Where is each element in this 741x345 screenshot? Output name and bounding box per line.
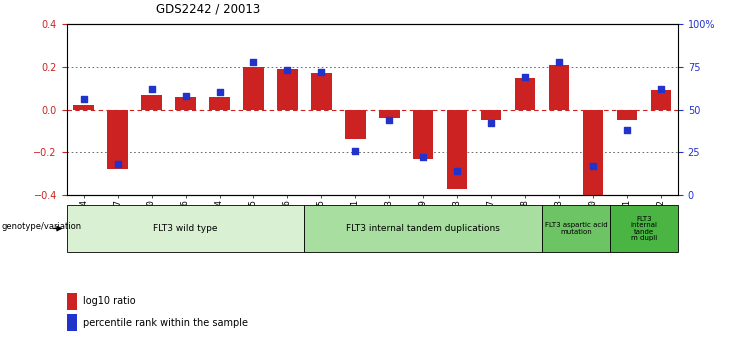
Bar xyxy=(549,65,569,110)
Text: percentile rank within the sample: percentile rank within the sample xyxy=(83,317,248,327)
Bar xyxy=(67,314,77,331)
Bar xyxy=(481,110,502,120)
Bar xyxy=(413,110,433,159)
Text: FLT3 aspartic acid
mutation: FLT3 aspartic acid mutation xyxy=(545,222,608,235)
Text: FLT3
internal
tande
m dupli: FLT3 internal tande m dupli xyxy=(631,216,657,241)
Text: FLT3 internal tandem duplications: FLT3 internal tandem duplications xyxy=(346,224,500,233)
Point xyxy=(78,97,90,102)
Point xyxy=(146,86,158,92)
Bar xyxy=(379,110,399,118)
Text: log10 ratio: log10 ratio xyxy=(83,296,136,306)
Point xyxy=(417,155,429,160)
Bar xyxy=(209,97,230,110)
Bar xyxy=(311,73,331,110)
Bar xyxy=(515,78,535,110)
Point xyxy=(350,148,362,153)
Point xyxy=(282,68,293,73)
Point xyxy=(519,74,531,80)
Point xyxy=(316,69,328,75)
Point xyxy=(247,59,259,65)
Point xyxy=(554,59,565,65)
Point xyxy=(383,117,395,122)
Bar xyxy=(277,69,298,110)
Bar xyxy=(67,205,305,252)
Bar xyxy=(243,67,264,110)
Bar xyxy=(447,110,468,188)
Text: GDS2242 / 20013: GDS2242 / 20013 xyxy=(156,2,260,16)
Point xyxy=(213,90,225,95)
Text: genotype/variation: genotype/variation xyxy=(1,222,82,231)
Point xyxy=(485,120,497,126)
Bar xyxy=(305,205,542,252)
Bar xyxy=(651,90,671,110)
Bar xyxy=(73,105,94,110)
Bar xyxy=(142,95,162,110)
Bar xyxy=(610,205,678,252)
Point xyxy=(179,93,191,99)
Bar xyxy=(617,110,637,120)
Point xyxy=(655,86,667,92)
Bar xyxy=(345,110,365,139)
Bar xyxy=(542,205,610,252)
Bar xyxy=(176,97,196,110)
Bar xyxy=(67,293,77,310)
Bar xyxy=(107,110,127,169)
Point xyxy=(451,168,463,174)
Point xyxy=(112,161,124,167)
Bar xyxy=(583,110,603,195)
Text: FLT3 wild type: FLT3 wild type xyxy=(153,224,218,233)
Point xyxy=(587,163,599,169)
Point xyxy=(621,127,633,133)
